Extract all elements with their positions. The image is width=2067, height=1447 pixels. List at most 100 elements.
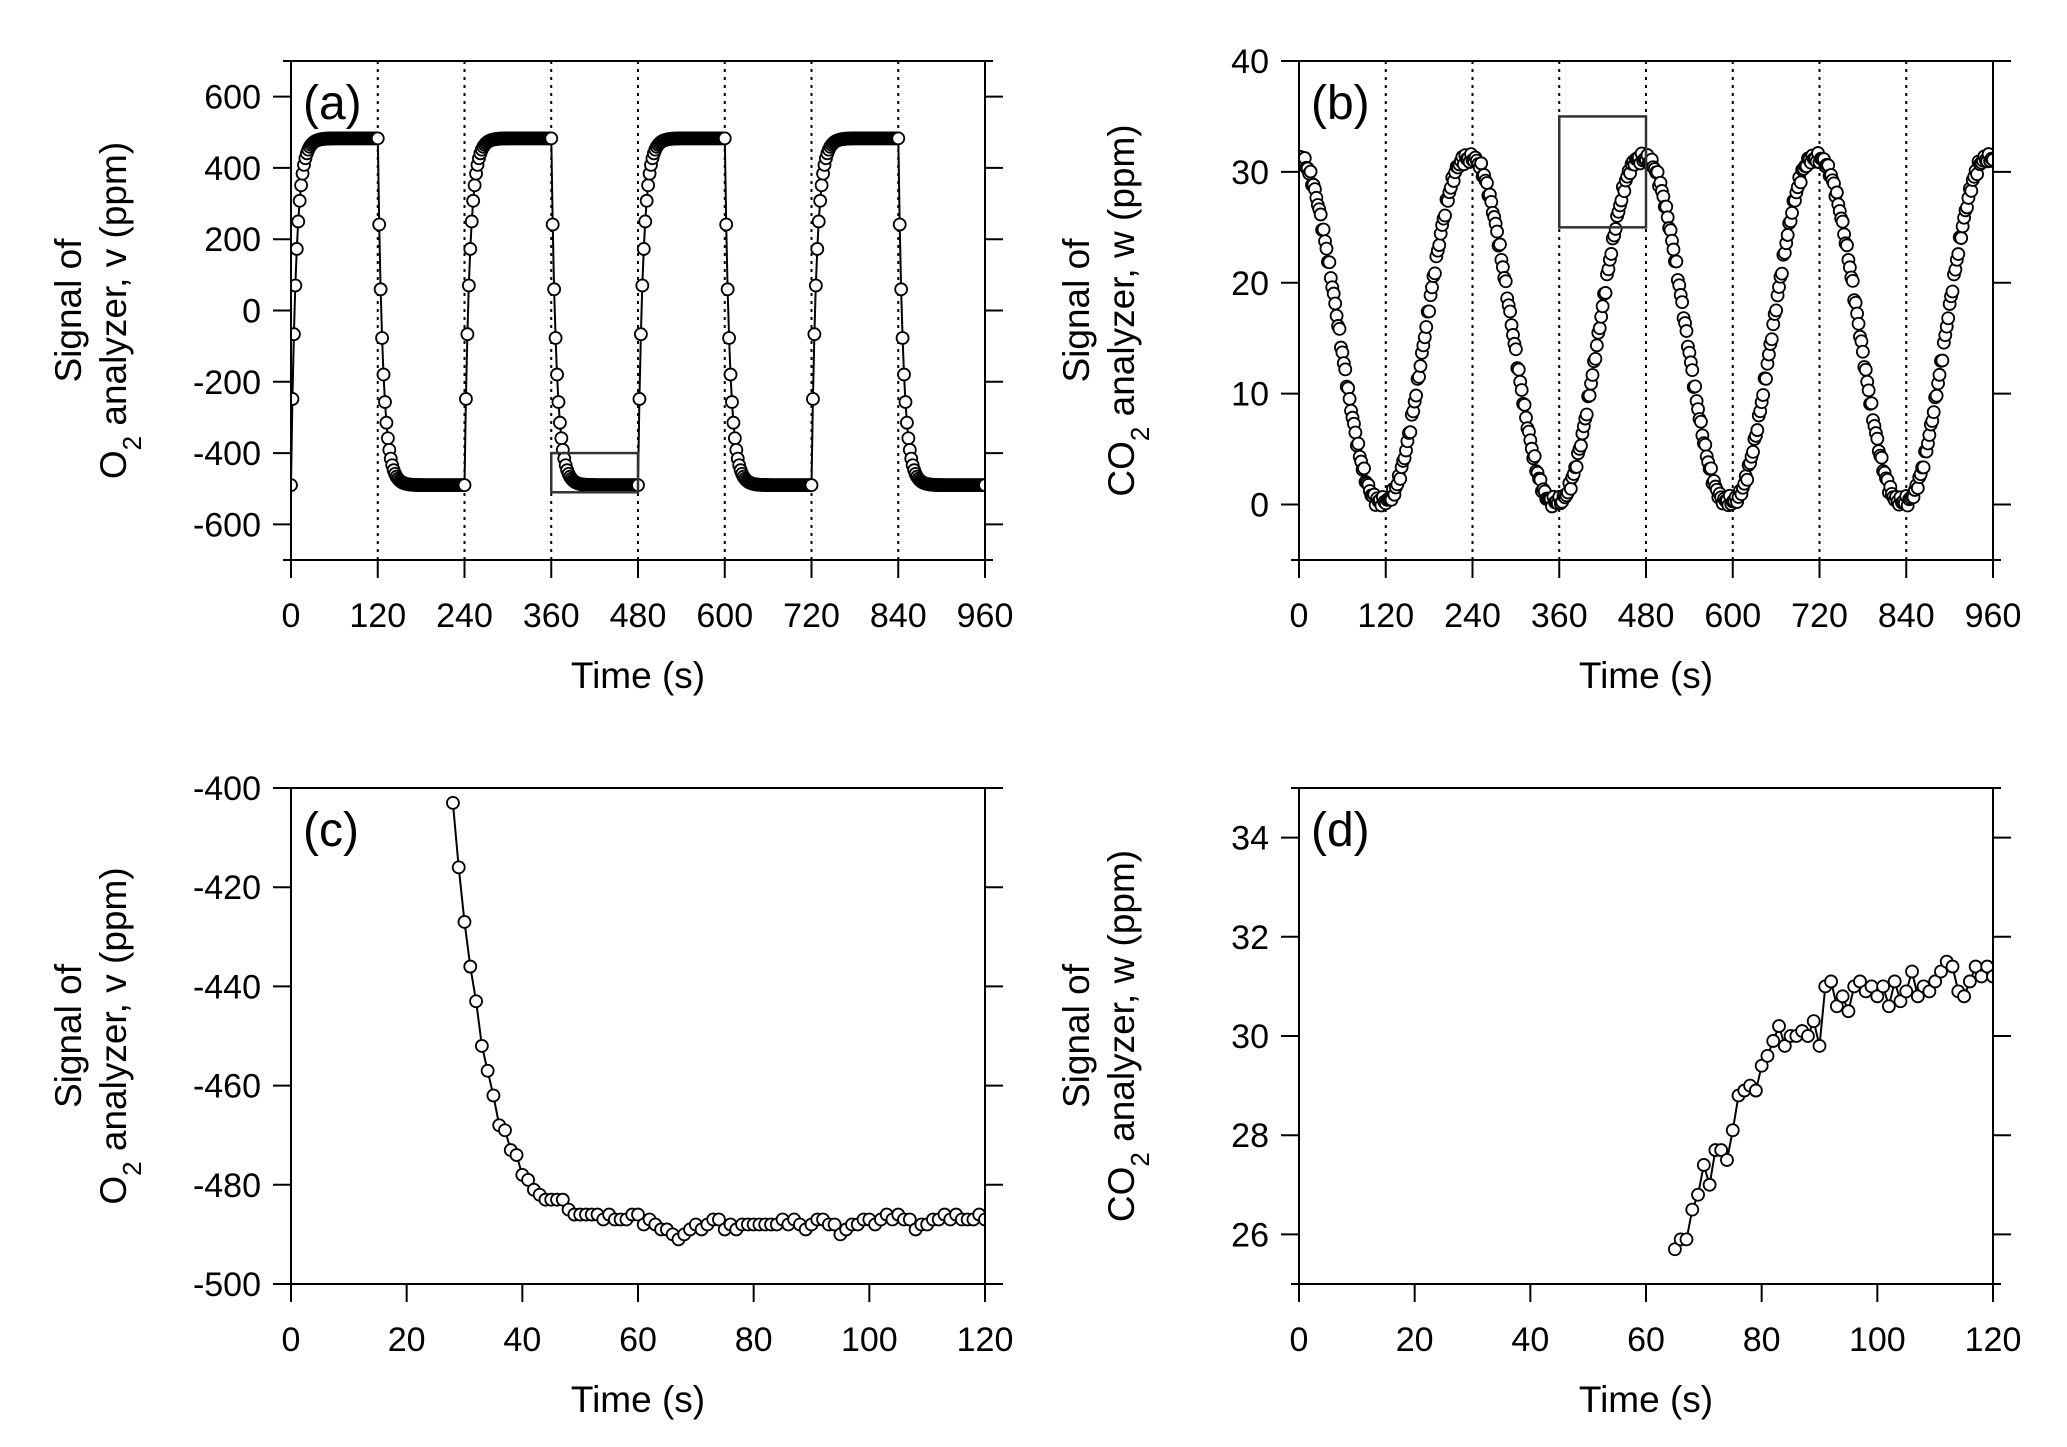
data-point	[633, 327, 648, 342]
panel-b: 0 10 20 30 40 0 120 240 360 480 600 720 840 960 Time (…	[1056, 43, 2021, 696]
data-point	[1756, 388, 1771, 402]
data-point	[544, 131, 559, 146]
y-tick-label: 200	[204, 221, 261, 259]
x-tick-label: 100	[1849, 1321, 1906, 1359]
x-tick-label: 40	[503, 1321, 541, 1359]
x-tick-label: 480	[1618, 597, 1675, 635]
data-point	[1780, 228, 1795, 242]
data-point	[1934, 964, 1948, 979]
x-tick-label: 40	[1511, 1321, 1549, 1359]
x-tick-label: 20	[388, 1321, 426, 1359]
data-point	[1870, 431, 1885, 446]
data-point	[1840, 238, 1854, 253]
y-tick-label: -200	[193, 364, 261, 402]
data-point	[480, 1063, 495, 1078]
y-tick-label: 600	[204, 79, 261, 117]
data-point	[555, 1192, 570, 1207]
x-axis-label: Time (s)	[571, 655, 705, 696]
data-point	[291, 278, 303, 293]
data-point	[1870, 989, 1885, 1004]
data-point	[1785, 206, 1799, 220]
y-tick-label: 30	[1231, 154, 1269, 192]
x-tick-label: 0	[1290, 1321, 1309, 1359]
data-point	[376, 367, 391, 382]
y-tick-label: 20	[1231, 265, 1269, 303]
data-point	[545, 217, 560, 232]
x-tick-label: 0	[282, 597, 301, 635]
x-axis-label: Time (s)	[571, 1379, 705, 1420]
data-point	[897, 367, 911, 382]
y-tick-label: 40	[1231, 43, 1269, 81]
data-point	[1691, 1187, 1705, 1202]
data-point	[1357, 461, 1371, 476]
data-point	[1916, 460, 1931, 475]
data-point	[1769, 303, 1784, 318]
x-tick-label: 20	[1396, 1321, 1434, 1359]
y-axis-label-line2: O2 analyzer, v (ppm)	[93, 142, 147, 479]
y-tick-label: 10	[1231, 376, 1269, 414]
y-axis-label-line1: Signal of	[48, 238, 89, 383]
x-tick-label: 360	[1531, 597, 1588, 635]
data-point	[1319, 241, 1334, 256]
data-point	[1748, 1083, 1763, 1098]
data-point	[727, 431, 742, 446]
data-point	[463, 242, 478, 256]
data-point	[1772, 1019, 1786, 1033]
data-point	[1926, 405, 1941, 420]
data-point	[1574, 438, 1588, 453]
data-point	[1409, 388, 1424, 403]
data-point	[1351, 436, 1366, 451]
data-point	[547, 282, 562, 297]
x-tick-label: 360	[523, 597, 580, 635]
x-tick-label: 120	[1965, 1321, 2022, 1359]
data-point	[1511, 362, 1526, 377]
x-tick-label: 0	[282, 1321, 301, 1359]
data-point	[1841, 1004, 1856, 1019]
data-point	[1725, 1123, 1740, 1138]
data-point	[457, 915, 472, 929]
data-point	[467, 178, 482, 193]
data-point	[635, 278, 650, 293]
data-point	[460, 327, 475, 342]
data-point	[292, 193, 307, 208]
x-tick-label: 840	[870, 597, 927, 635]
data-point	[1793, 175, 1808, 190]
data-point	[1702, 1177, 1717, 1192]
data-point	[1855, 344, 1870, 359]
data-point	[891, 131, 906, 146]
data-point	[719, 217, 734, 232]
x-tick-label: 60	[1627, 1321, 1665, 1359]
data-point	[811, 214, 826, 229]
data-point	[810, 242, 825, 256]
panel-label: (c)	[303, 804, 359, 857]
data-point	[1338, 362, 1353, 377]
x-tick-label: 240	[436, 597, 493, 635]
data-point	[1893, 994, 1908, 1009]
data-point	[509, 1148, 524, 1162]
y-axis-label-line1: Signal of	[48, 963, 89, 1108]
data-point	[372, 217, 387, 232]
data-point	[294, 178, 309, 193]
data-point	[1812, 1039, 1827, 1053]
data-point	[466, 193, 481, 208]
data-point	[814, 178, 829, 193]
data-point	[469, 994, 483, 1009]
data-point	[1835, 989, 1850, 1004]
data-point	[1669, 254, 1684, 269]
y-axis-label-line2: CO2 analyzer, w (ppm)	[1101, 850, 1155, 1222]
y-tick-label: 34	[1231, 820, 1269, 858]
data-point	[1592, 321, 1607, 336]
data-series	[446, 795, 985, 1247]
data-point	[551, 395, 566, 409]
data-point	[1403, 425, 1418, 440]
data-point	[1428, 266, 1442, 281]
data-point	[1432, 238, 1447, 252]
y-tick-label: -440	[193, 968, 261, 1006]
x-tick-label: 120	[957, 1321, 1014, 1359]
data-point	[1696, 1158, 1711, 1172]
data-point	[901, 431, 916, 446]
data-point	[1685, 363, 1700, 378]
x-tick-label: 100	[841, 1321, 898, 1359]
data-point	[1704, 461, 1718, 476]
x-tick-label: 120	[349, 597, 406, 635]
